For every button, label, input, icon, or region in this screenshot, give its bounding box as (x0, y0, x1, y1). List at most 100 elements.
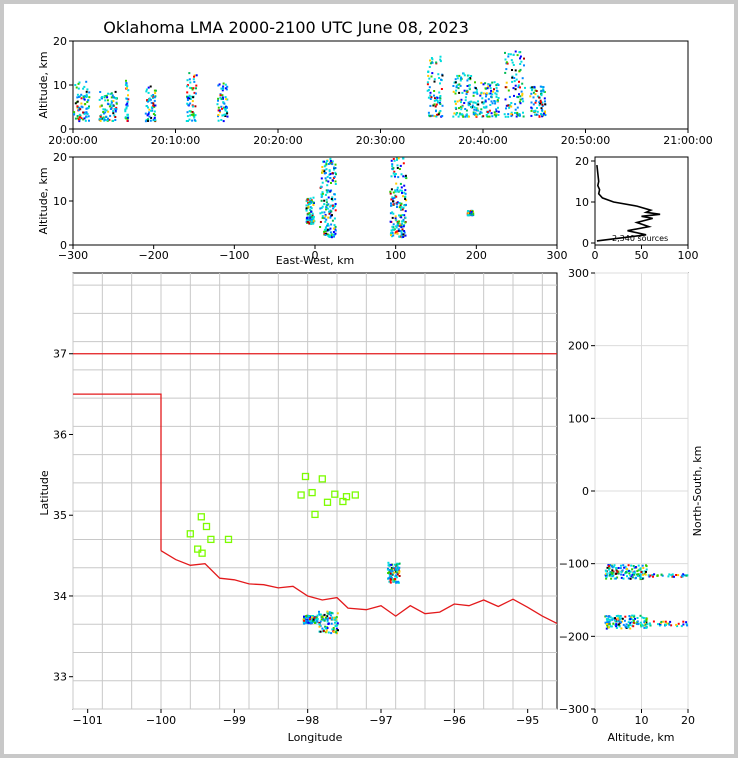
source-point (187, 120, 189, 122)
source-point (186, 111, 189, 114)
source-point (433, 80, 436, 83)
source-point (431, 72, 434, 75)
source-point (332, 628, 335, 631)
source-point (111, 94, 114, 97)
source-point (620, 573, 623, 576)
source-point (307, 615, 310, 618)
source-point (80, 102, 83, 105)
source-point (188, 110, 191, 113)
source-point (392, 580, 395, 583)
source-point (333, 617, 336, 620)
source-point (224, 115, 227, 117)
source-point (458, 107, 460, 110)
lma-station-marker (308, 488, 316, 497)
source-point (80, 117, 83, 120)
source-point (400, 216, 403, 219)
source-point (476, 92, 479, 95)
source-point (394, 566, 397, 569)
source-point (388, 574, 391, 577)
source-point (325, 617, 328, 620)
source-point (226, 115, 229, 118)
source-point (402, 236, 405, 238)
source-point (389, 220, 392, 223)
source-point (397, 157, 400, 160)
x-tick-label: −96 (443, 714, 466, 727)
source-point (331, 219, 334, 222)
source-point (541, 113, 544, 116)
source-point (671, 575, 674, 578)
source-point (77, 82, 80, 85)
plan-view-panel: Latitude Longitude −101 −100 −99 −98 −97 −96 −… (38, 272, 558, 744)
source-point (333, 217, 336, 220)
source-point (487, 98, 490, 101)
source-point (392, 203, 395, 206)
source-point (426, 81, 429, 84)
source-point (464, 96, 467, 99)
source-point (627, 624, 630, 627)
source-point (676, 625, 679, 628)
source-point (394, 215, 397, 218)
source-point (532, 96, 535, 99)
source-point (192, 87, 195, 90)
source-point (618, 618, 621, 621)
source-point (618, 625, 621, 628)
source-point (392, 228, 395, 231)
source-point (401, 228, 404, 231)
source-point (217, 109, 220, 112)
source-point (485, 92, 488, 95)
source-point (521, 82, 524, 85)
source-point (467, 74, 470, 77)
source-point (481, 97, 484, 100)
source-point (519, 55, 522, 58)
source-point (316, 614, 319, 617)
source-point (542, 89, 545, 92)
source-point (629, 574, 632, 577)
source-point (615, 577, 617, 580)
source-point (682, 623, 685, 626)
source-point (645, 621, 648, 624)
source-point (404, 216, 407, 219)
source-point (388, 569, 391, 571)
source-point (387, 577, 390, 580)
source-point (189, 114, 192, 117)
source-point (664, 620, 667, 623)
source-point (435, 61, 438, 64)
source-point (616, 571, 619, 574)
source-point (334, 228, 337, 231)
source-point (611, 573, 614, 576)
source-point (308, 214, 311, 217)
source-point (404, 234, 407, 237)
source-point (311, 616, 313, 619)
source-point (458, 91, 461, 94)
source-point (617, 623, 620, 626)
source-point (186, 115, 189, 118)
source-point (191, 111, 194, 113)
source-point (331, 214, 333, 217)
source-point (334, 625, 337, 628)
source-point (312, 615, 315, 618)
source-point (328, 173, 331, 176)
source-point (396, 167, 399, 169)
source-point (76, 100, 79, 103)
source-point (399, 230, 402, 233)
source-point (395, 580, 398, 583)
source-point (439, 110, 442, 112)
source-point (503, 113, 506, 116)
source-point (436, 96, 439, 99)
source-point (335, 620, 338, 623)
source-point (642, 567, 645, 569)
source-point (307, 221, 310, 224)
source-point (400, 173, 403, 176)
source-point (433, 115, 436, 118)
source-point (217, 84, 220, 87)
source-point (127, 89, 130, 92)
source-point (519, 114, 521, 117)
source-point (332, 233, 335, 236)
source-point (605, 627, 608, 630)
source-point (150, 116, 153, 119)
source-point (319, 620, 322, 623)
source-point (403, 184, 406, 187)
source-point (107, 117, 109, 120)
figure-frame: Oklahoma LMA 2000-2100 UTC June 08, 2023… (4, 4, 734, 754)
source-point (616, 620, 619, 623)
